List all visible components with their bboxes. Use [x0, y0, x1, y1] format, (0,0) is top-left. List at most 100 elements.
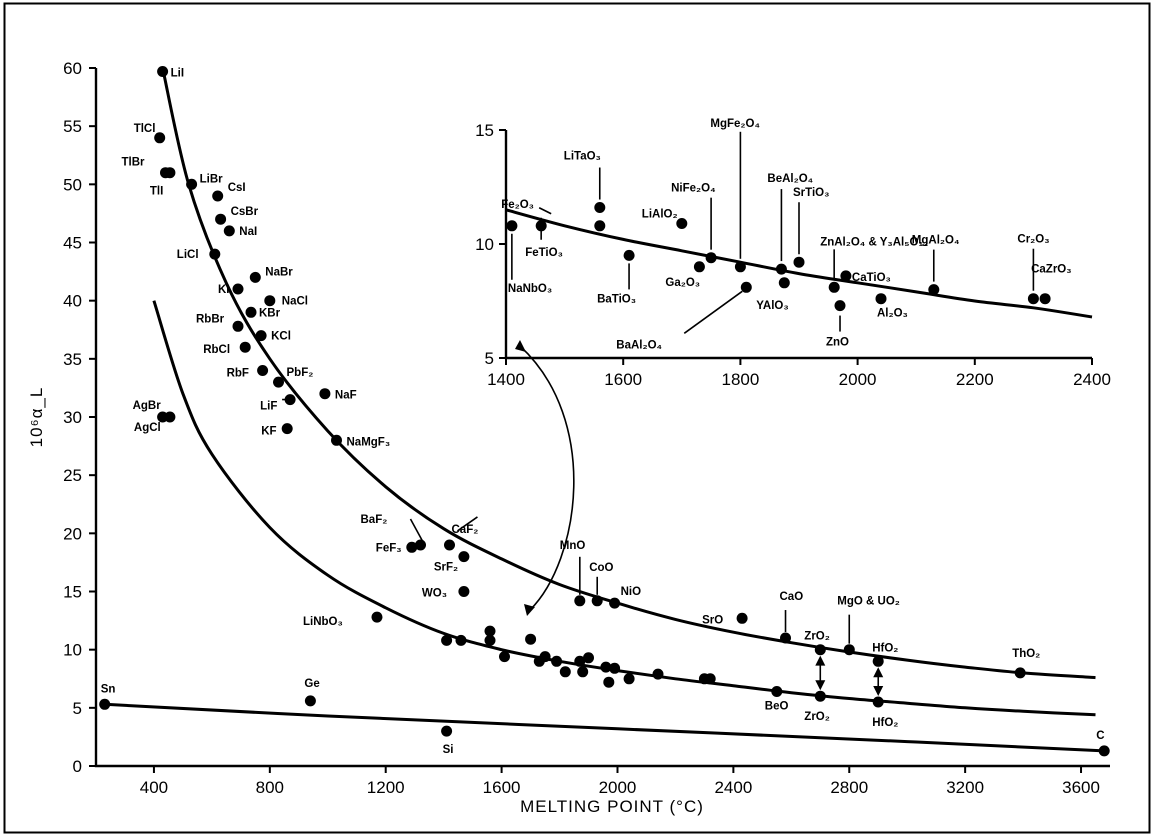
point-cluster — [441, 634, 453, 646]
x-tick-label: 400 — [140, 778, 168, 797]
inset-point-beal2o4 — [775, 263, 787, 275]
point-label-cao: CaO — [780, 591, 804, 603]
point-label-caf2: CaF₂ — [452, 524, 479, 536]
point-cluster — [484, 634, 496, 646]
inset-point-label-al2o3: Al₂O₃ — [877, 308, 908, 320]
point-si — [441, 725, 453, 737]
y-tick-label: 25 — [63, 466, 82, 485]
x-tick-label: 1600 — [483, 778, 521, 797]
inset-x-tick-label: 2000 — [839, 370, 877, 389]
inset-point-label-yalo3: YAlO₃ — [756, 300, 788, 312]
y-tick-label: 35 — [63, 350, 82, 369]
point-label-hfo2: HfO₂ — [872, 717, 898, 729]
x-tick-label: 800 — [256, 778, 284, 797]
point-label-libr: LiBr — [200, 173, 224, 185]
point-label-rbf: RbF — [227, 368, 249, 380]
point-label-wo3: WO₃ — [422, 588, 447, 600]
point-label-rbbr: RbBr — [196, 313, 225, 325]
inset-x-tick-label: 1400 — [487, 370, 525, 389]
point-lif — [284, 394, 296, 406]
point-label-c: C — [1096, 730, 1104, 742]
point-namgf3 — [331, 434, 342, 446]
point-c — [1098, 745, 1110, 757]
inset-point-label-znal2o4-y3al5o12: ZnAl₂O₄ & Y₃Al₅O₁₂ — [820, 236, 928, 248]
inset-points: NaNbO₃ Fe₂O₃ FeTiO₃ LiTaO₃ BaTiO₃ LiAlO₂ Ga₂O₃… — [501, 118, 1071, 351]
point-ki — [232, 283, 244, 295]
inset-point-ga2o3 — [693, 261, 705, 273]
main-x-ticks: 400 800 1200 1600 2000 2400 2800 3200 3600 — [140, 766, 1100, 797]
point-label-srf2: SrF₂ — [434, 562, 458, 574]
point-kf — [281, 423, 293, 435]
point-label-rbcl: RbCl — [203, 344, 230, 356]
point-zro2 — [814, 690, 826, 702]
y-axis-title: 10⁶α_L — [27, 387, 46, 448]
point-srf2 — [458, 551, 470, 563]
y-tick-label: 20 — [63, 524, 82, 543]
point-label-agbr: AgBr — [133, 400, 162, 412]
inset-point-label-batio3: BaTiO₃ — [597, 293, 636, 305]
point-cluster — [455, 634, 467, 646]
point-hfo2 — [872, 655, 884, 667]
point-cluster — [539, 651, 551, 663]
x-tick-label: 3600 — [1062, 778, 1100, 797]
x-axis-title: MELTING POINT (°C) — [520, 797, 704, 816]
inset-x-tick-label: 1600 — [604, 370, 642, 389]
inset-point-srtio3 — [793, 256, 805, 268]
point-label-zro2: ZrO₂ — [804, 711, 830, 723]
inset-point-mgal2o4 — [928, 284, 940, 296]
point-label-tlbr: TlBr — [122, 157, 146, 169]
point-label-kf: KF — [261, 426, 276, 438]
inset-point-zno — [834, 300, 846, 312]
inset-point-yalo3 — [778, 277, 790, 289]
inset-point-label-ga2o3: Ga₂O₃ — [665, 277, 700, 289]
inset-y-tick-label: 10 — [475, 235, 494, 254]
leader-caf2 — [456, 516, 478, 532]
y-tick-label: 15 — [63, 583, 82, 602]
inset-point-label-mgfe2o4: MgFe₂O₄ — [710, 118, 760, 130]
point-label-pbf2: PbF₂ — [287, 367, 314, 379]
inset-point-label-litao3: LiTaO₃ — [564, 151, 601, 163]
inset-point-cluster — [594, 220, 606, 232]
inset-point-label-lialo2: LiAlO₂ — [642, 209, 678, 221]
point-label-nacl: NaCl — [282, 296, 308, 308]
point-baf2 — [415, 539, 426, 551]
point-label-mgo-uo2: MgO & UO₂ — [837, 596, 900, 608]
point-label-naf: NaF — [335, 390, 357, 402]
point-label-sn: Sn — [101, 683, 116, 695]
point-kcl — [255, 330, 267, 342]
inset-leader-fe2o3-arrow — [538, 207, 552, 215]
inset-point-nife2o4 — [705, 252, 717, 264]
point-csbr — [215, 213, 227, 225]
inset-point-label-nanbo3: NaNbO₃ — [508, 283, 552, 295]
inset-point-cr2o3 — [1027, 293, 1039, 305]
y-tick-label: 0 — [73, 757, 82, 776]
point-label-fef3: FeF₃ — [376, 542, 402, 554]
zro2-arrow-head-up — [815, 655, 826, 666]
x-tick-label: 2400 — [714, 778, 752, 797]
lower-trend-curve — [104, 702, 1105, 753]
point-label-ki: KI — [218, 284, 230, 296]
inset-point-label-baal2o4: BaAl₂O₄ — [616, 339, 662, 351]
inset-point-label-mgal2o4: MgAl₂O₄ — [912, 235, 960, 247]
point-cao — [780, 632, 791, 644]
point-cluster — [609, 662, 621, 674]
inset-y-ticks: 5 10 15 — [475, 121, 506, 368]
point-cluster — [525, 633, 537, 645]
point-label-zro2: ZrO₂ — [804, 631, 830, 643]
inset-plot: 5 10 15 1400 1600 1800 2000 2200 2400 NaNbO₃ Fe₂… — [475, 118, 1111, 389]
inset-connector-arrow — [519, 345, 575, 611]
inset-leader-baal2o4 — [683, 290, 743, 334]
point-label-namgf3: NaMgF₃ — [347, 436, 391, 448]
point-label-kcl: KCl — [271, 331, 291, 343]
y-tick-label: 10 — [63, 641, 82, 660]
x-tick-label: 1200 — [367, 778, 405, 797]
arrow-head-top — [515, 340, 526, 352]
y-tick-label: 40 — [63, 292, 82, 311]
inset-point-label-srtio3: SrTiO₃ — [793, 187, 829, 199]
point-cluster — [577, 666, 589, 678]
x-tick-label: 3200 — [946, 778, 984, 797]
point-pbf2 — [273, 376, 284, 388]
inset-x-tick-label: 1800 — [721, 370, 759, 389]
inset-point-litao3 — [594, 202, 606, 213]
y-tick-label: 55 — [63, 117, 82, 136]
